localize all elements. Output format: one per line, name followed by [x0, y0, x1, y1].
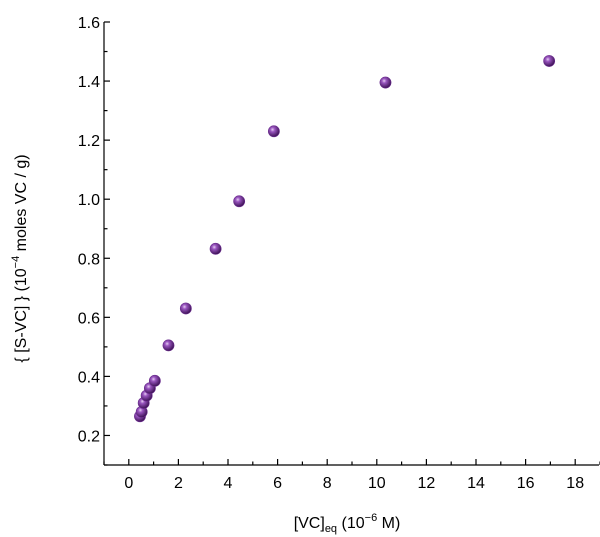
y-tick-label: 0.8 [78, 251, 100, 268]
x-tick-label: 10 [368, 475, 386, 492]
y-axis-title: { [S-VC] } (10−4 moles VC / g) [10, 154, 30, 362]
y-tick-label: 0.2 [78, 428, 100, 445]
y-tick-label: 1.2 [78, 133, 100, 150]
x-tick-label: 6 [273, 475, 282, 492]
y-tick-label: 0.6 [78, 310, 100, 327]
x-tick-label: 16 [517, 475, 535, 492]
plot-area: 0 2 4 6 8 10 12 14 16 18 0.2 0.4 0.6 0.8 1.0 1.2 1.4 1.6 [78, 15, 600, 492]
x-tick-label: 18 [566, 475, 584, 492]
x-tick-label: 14 [467, 475, 485, 492]
y-tick-label: 1.6 [78, 15, 100, 32]
x-tick-label: 12 [418, 475, 436, 492]
data-point [162, 339, 175, 352]
x-axis-title: [VC]eq (10−6 M) [294, 512, 401, 535]
x-tick-label: 8 [323, 475, 332, 492]
y-tick-label: 1.4 [78, 74, 100, 91]
x-ticks: 0 2 4 6 8 10 12 14 16 18 [103, 459, 600, 492]
data-point [543, 55, 556, 67]
data-point [267, 125, 280, 138]
data-point [233, 195, 246, 208]
x-tick-label: 0 [124, 475, 133, 492]
x-tick-label: 2 [174, 475, 183, 492]
y-tick-label: 0.4 [78, 369, 100, 386]
y-ticks: 0.2 0.4 0.6 0.8 1.0 1.2 1.4 1.6 [78, 15, 110, 466]
y-tick-label: 1.0 [78, 192, 100, 209]
data-points [134, 55, 556, 423]
data-point [148, 374, 161, 387]
data-point [179, 302, 192, 315]
data-point [379, 76, 392, 89]
x-tick-label: 4 [224, 475, 233, 492]
data-point [209, 242, 222, 255]
